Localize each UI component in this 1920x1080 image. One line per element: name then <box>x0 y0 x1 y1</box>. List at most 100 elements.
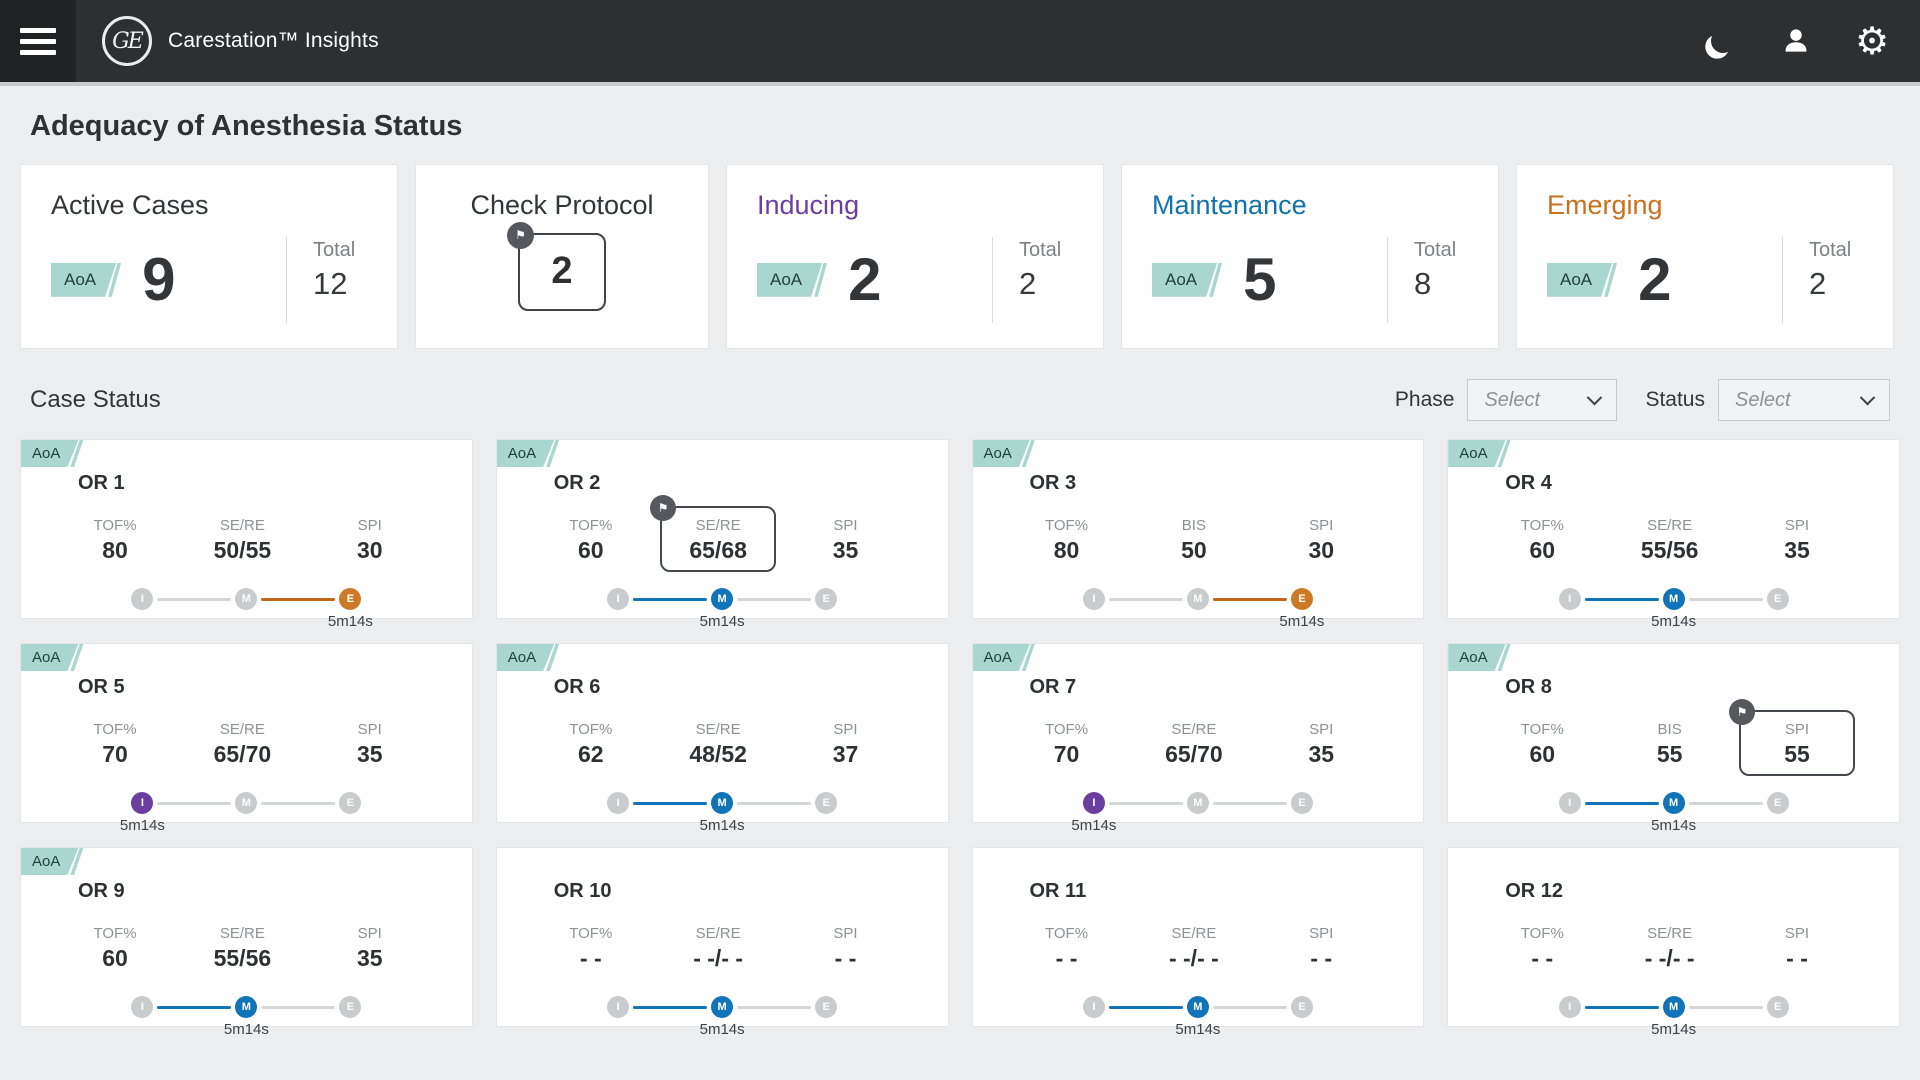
status-select-value: Select <box>1735 388 1791 411</box>
phase-m-marker: M 5m14s <box>1651 996 1696 1038</box>
metric-value: 80 <box>102 537 128 563</box>
metric-value: - - <box>1055 945 1078 971</box>
phase-timer: 5m14s <box>223 1021 269 1038</box>
phase-timer: 5m14s <box>699 817 745 834</box>
metric-label: SPI <box>1784 925 1810 942</box>
or-card-grid: AoA OR 1 TOF% 80 SE/RE 50/55 SPI 30 I M E 5m14s AoA O… <box>20 439 1900 1038</box>
timeline-segment <box>737 801 812 805</box>
timeline-segment <box>261 801 336 805</box>
or-card-or-10[interactable]: OR 10 TOF% - - SE/RE - -/- - SPI - - I M 5m14s E <box>495 847 949 1038</box>
or-card-or-12[interactable]: OR 12 TOF% - - SE/RE - -/- - SPI - - I M 5m14s E <box>1447 847 1900 1038</box>
phase-m-marker: M 5m14s <box>700 996 745 1038</box>
timeline-segment <box>1108 597 1183 601</box>
phase-i-marker: I 5m14s <box>120 792 165 834</box>
settings-button[interactable]: ⚙ <box>1854 22 1890 60</box>
metric-value: 50 <box>1181 537 1207 563</box>
summary-card-check-protocol[interactable]: Check Protocol ⚑ 2 <box>415 164 709 349</box>
metric-value: - -/- - <box>693 945 744 971</box>
metric-label: TOF% <box>569 925 613 942</box>
flagged-metric-frame <box>660 506 777 572</box>
metric-label: SE/RE <box>695 925 741 942</box>
total-count: 2 <box>1809 265 1827 301</box>
aoa-badge-label: AoA <box>973 644 1030 671</box>
phase-timeline: I M 5m14s E <box>497 588 948 630</box>
aoa-badge: AoA <box>497 440 560 467</box>
or-card-or-9[interactable]: AoA OR 9 TOF% 60 SE/RE 55/56 SPI 35 I M 5m14s E <box>20 847 473 1038</box>
metric-label: SPI <box>1784 721 1810 738</box>
aoa-badge-label: AoA <box>1547 263 1612 297</box>
metric-spi: SPI 35 <box>1747 517 1847 564</box>
metric-label: TOF% <box>1044 517 1089 534</box>
metric-spi: SPI 37 <box>796 721 896 768</box>
flagged-metric-frame <box>1739 710 1855 776</box>
aoa-count: 9 <box>142 245 176 313</box>
section-title: Case Status <box>30 386 161 413</box>
summary-card-inducing[interactable]: Inducing AoA 2 Total 2 <box>726 164 1104 349</box>
phase-i-marker: I <box>1082 588 1105 610</box>
aoa-badge-label: AoA <box>497 644 554 671</box>
metric-value: 55/56 <box>213 945 272 971</box>
metric-spi: SPI 35 <box>1271 721 1371 768</box>
page-title: Adequacy of Anesthesia Status <box>30 110 463 142</box>
or-card-or-4[interactable]: AoA OR 4 TOF% 60 SE/RE 55/56 SPI 35 I M 5m14s E <box>1447 439 1900 630</box>
metric-value: 80 <box>1053 537 1080 563</box>
or-card-or-3[interactable]: AoA OR 3 TOF% 80 BIS 50 SPI 30 I M E 5m14s <box>971 439 1425 630</box>
summary-cards-row: Active Cases AoA 9 Total 12 Check Protocol ⚑ 2 I… <box>20 164 1900 349</box>
phase-timeline: I M 5m14s E <box>1448 996 1899 1038</box>
phase-m-marker: M 5m14s <box>1651 588 1696 630</box>
or-card-or-5[interactable]: AoA OR 5 TOF% 70 SE/RE 65/70 SPI 35 I 5m14s M E <box>20 643 473 834</box>
metric-label: SE/RE <box>219 517 265 534</box>
metric-spi: SPI - - <box>796 925 896 972</box>
or-card-or-6[interactable]: AoA OR 6 TOF% 62 SE/RE 48/52 SPI 37 I M 5m14s E <box>495 643 949 834</box>
timeline-segment <box>261 597 336 601</box>
metric-tof: TOF% 70 <box>65 721 165 768</box>
metric-tof: TOF% - - <box>541 925 641 972</box>
summary-card-maintenance[interactable]: Maintenance AoA 5 Total 8 <box>1121 164 1499 349</box>
metric-value: 35 <box>356 741 383 767</box>
summary-card-emerging[interactable]: Emerging AoA 2 Total 2 <box>1516 164 1894 349</box>
aoa-badge-label: AoA <box>21 848 78 875</box>
metric-label: SPI <box>833 925 858 942</box>
metric-spi: ⚑ SPI 55 <box>1729 699 1855 776</box>
metric-label: SPI <box>1784 517 1810 534</box>
metric-value: 55 <box>1656 741 1683 767</box>
summary-card-title: Active Cases <box>51 190 209 220</box>
or-card-or-8[interactable]: AoA OR 8 TOF% 60 BIS 55 ⚑ SPI 55 I M 5m14s E <box>1447 643 1900 834</box>
metric-sere: SE/RE 48/52 <box>668 721 768 768</box>
timeline-segment <box>633 597 708 601</box>
menu-button[interactable] <box>0 0 76 82</box>
or-name: OR 2 <box>553 472 601 494</box>
or-card-or-2[interactable]: AoA OR 2 TOF% 60 ⚑ SE/RE 65/68 SPI 35 I M 5m14s E <box>495 439 949 630</box>
metric-label: TOF% <box>1520 721 1564 738</box>
metric-label: SPI <box>1309 721 1334 738</box>
metric-label: SE/RE <box>1171 721 1217 738</box>
phase-i-marker: I <box>131 588 154 610</box>
metric-label: SE/RE <box>695 517 741 534</box>
user-account-button[interactable] <box>1778 23 1814 59</box>
or-card-or-11[interactable]: OR 11 TOF% - - SE/RE - -/- - SPI - - I M 5m14s E <box>971 847 1425 1038</box>
phase-timeline: I 5m14s M E <box>973 792 1424 834</box>
summary-card-active-cases[interactable]: Active Cases AoA 9 Total 12 <box>20 164 398 349</box>
or-name: OR 12 <box>1505 880 1564 902</box>
metric-sere: SE/RE - -/- - <box>668 925 768 972</box>
phase-select[interactable]: Select <box>1467 379 1618 421</box>
dark-mode-button[interactable] <box>1702 23 1738 59</box>
metric-value: - - <box>1786 945 1808 971</box>
metric-tof: TOF% - - <box>1017 925 1117 972</box>
aoa-badge: AoA <box>21 440 84 467</box>
aoa-badge: AoA <box>973 644 1035 671</box>
timeline-segment <box>1108 1005 1183 1009</box>
metric-label: TOF% <box>93 925 137 942</box>
metric-value: - -/- - <box>1168 945 1219 971</box>
phase-timeline: I M 5m14s E <box>497 792 948 834</box>
phase-e-marker: E 5m14s <box>328 588 373 630</box>
aoa-badge-label: AoA <box>1448 440 1505 467</box>
phase-timer: 5m14s <box>699 1021 745 1038</box>
or-card-or-1[interactable]: AoA OR 1 TOF% 80 SE/RE 50/55 SPI 30 I M E 5m14s <box>20 439 473 630</box>
or-card-or-7[interactable]: AoA OR 7 TOF% 70 SE/RE 65/70 SPI 35 I 5m14s M E <box>971 643 1425 834</box>
timeline-segment <box>1108 801 1183 805</box>
metric-label: SE/RE <box>1647 517 1693 534</box>
phase-m-marker: M <box>235 792 258 814</box>
status-select[interactable]: Select <box>1718 379 1890 421</box>
timeline-segment <box>1212 801 1287 805</box>
